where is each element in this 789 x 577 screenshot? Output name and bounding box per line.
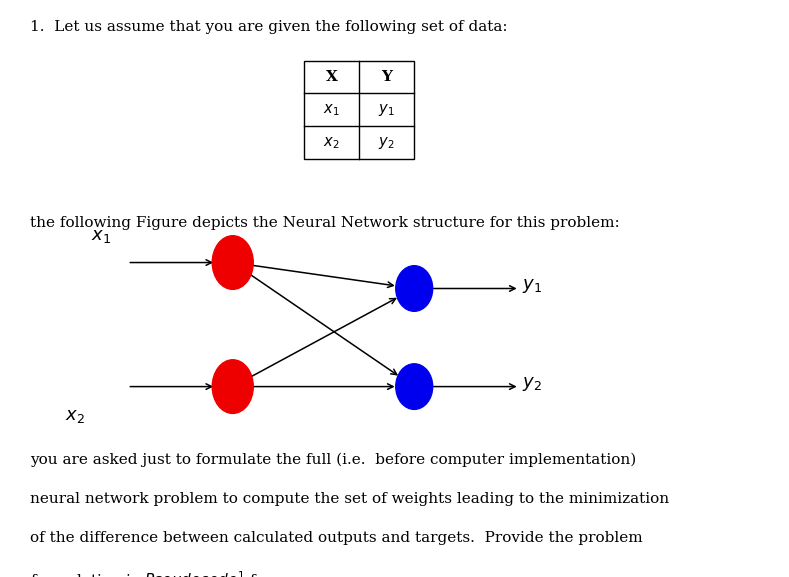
Text: $x_2$: $x_2$ — [65, 407, 84, 425]
Text: X: X — [325, 70, 338, 84]
Text: Y: Y — [381, 70, 392, 84]
Text: $y_1$: $y_1$ — [522, 276, 542, 295]
Text: $y_2$: $y_2$ — [522, 374, 542, 393]
Text: formulation in $\mathit{Pseudocode}^1$ form.: formulation in $\mathit{Pseudocode}^1$ f… — [30, 571, 291, 577]
Text: 1.  Let us assume that you are given the following set of data:: 1. Let us assume that you are given the … — [30, 20, 507, 34]
Ellipse shape — [212, 360, 253, 413]
Text: $y_2$: $y_2$ — [379, 135, 394, 151]
Text: of the difference between calculated outputs and targets.  Provide the problem: of the difference between calculated out… — [30, 531, 642, 545]
Ellipse shape — [396, 364, 432, 410]
Text: the following Figure depicts the Neural Network structure for this problem:: the following Figure depicts the Neural … — [30, 216, 619, 230]
Bar — [304, 61, 414, 159]
Text: $y_1$: $y_1$ — [379, 102, 394, 118]
Text: you are asked just to formulate the full (i.e.  before computer implementation): you are asked just to formulate the full… — [30, 453, 636, 467]
Text: $x_2$: $x_2$ — [323, 135, 339, 151]
Text: neural network problem to compute the set of weights leading to the minimization: neural network problem to compute the se… — [30, 492, 669, 506]
Text: $x_1$: $x_1$ — [323, 102, 339, 118]
Ellipse shape — [212, 236, 253, 289]
Ellipse shape — [396, 265, 432, 312]
Text: $x_1$: $x_1$ — [91, 227, 110, 245]
